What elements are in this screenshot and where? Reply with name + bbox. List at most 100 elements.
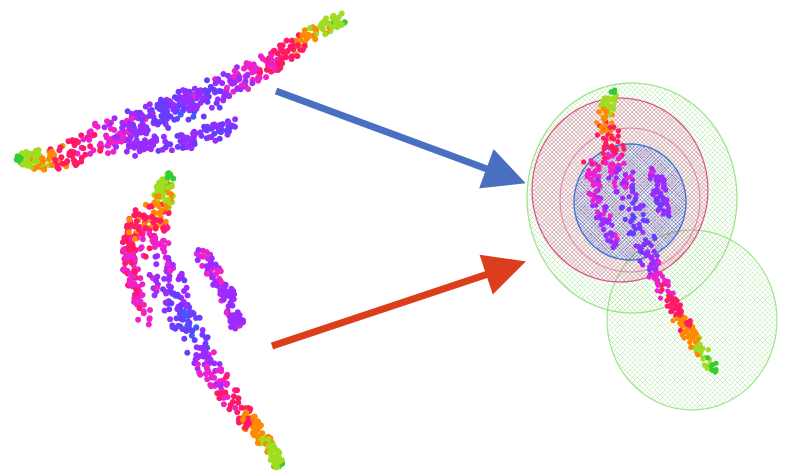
cloud-point <box>247 64 254 71</box>
cloud-point <box>665 205 672 211</box>
cloud-point <box>107 125 114 132</box>
cloud-point <box>80 136 87 143</box>
cloud-point <box>591 195 598 201</box>
cloud-point <box>193 352 200 358</box>
cloud-point <box>26 160 33 167</box>
cloud-point <box>249 80 256 87</box>
cloud-point <box>33 164 39 171</box>
cloud-point <box>169 322 176 329</box>
cloud-point <box>236 76 243 83</box>
cloud-point <box>626 206 632 212</box>
cloud-point <box>160 133 167 140</box>
cloud-point <box>196 369 203 376</box>
cloud-point <box>131 299 138 305</box>
cloud-point <box>101 124 108 131</box>
cloud-point <box>220 296 227 303</box>
cloud-point <box>670 318 676 324</box>
cloud-point <box>123 148 130 155</box>
cloud-point <box>594 132 601 138</box>
point-cloud-top-pose <box>13 10 348 173</box>
cloud-point <box>168 147 175 154</box>
cloud-point <box>232 404 239 411</box>
cloud-point <box>64 158 71 165</box>
cloud-point <box>643 240 649 246</box>
cloud-point <box>121 265 128 272</box>
cloud-point <box>91 131 98 138</box>
cloud-point <box>695 336 701 342</box>
cloud-point <box>283 37 290 44</box>
cloud-point <box>622 216 628 222</box>
cloud-point <box>329 24 336 31</box>
cloud-point <box>224 84 230 91</box>
cloud-point <box>304 35 311 42</box>
cloud-point <box>245 86 252 92</box>
cloud-point <box>136 305 143 312</box>
cloud-point <box>623 176 629 182</box>
cloud-point <box>39 155 46 162</box>
cloud-point <box>182 138 189 145</box>
cloud-point <box>674 298 680 304</box>
cloud-point <box>58 154 65 161</box>
cloud-point <box>162 299 169 306</box>
cloud-point <box>191 85 198 92</box>
cloud-point <box>232 116 239 123</box>
cloud-point <box>654 182 660 188</box>
cloud-point <box>283 54 289 61</box>
cloud-point <box>681 316 687 322</box>
cloud-point <box>174 133 181 139</box>
cloud-point <box>210 349 217 356</box>
cloud-point <box>697 346 703 352</box>
cloud-point <box>132 207 139 214</box>
cloud-point <box>41 166 48 173</box>
cloud-point <box>613 175 620 181</box>
cloud-point <box>129 115 136 122</box>
cloud-point <box>49 162 55 169</box>
cloud-point <box>659 287 665 293</box>
cloud-point <box>223 309 230 316</box>
cloud-point <box>630 186 636 192</box>
cloud-point <box>626 194 632 200</box>
cloud-point <box>644 218 650 224</box>
cloud-point <box>166 306 173 313</box>
cloud-point <box>205 354 212 361</box>
cloud-point <box>695 352 701 358</box>
cloud-point <box>584 174 590 180</box>
cloud-point <box>257 69 264 75</box>
cloud-point <box>663 278 669 284</box>
cloud-point <box>611 179 617 185</box>
cloud-point <box>119 136 126 143</box>
cloud-point <box>110 148 117 155</box>
cloud-point <box>119 119 126 126</box>
cloud-point <box>177 304 184 311</box>
cloud-point <box>581 159 587 165</box>
cloud-point <box>229 302 236 309</box>
cloud-point <box>225 120 232 127</box>
cloud-point <box>677 320 683 326</box>
cloud-point <box>279 60 286 67</box>
cloud-point <box>167 316 174 323</box>
cloud-point <box>165 240 172 247</box>
cloud-point <box>147 307 153 313</box>
cloud-point <box>648 169 654 175</box>
cloud-point <box>611 243 617 249</box>
cloud-point <box>137 275 144 282</box>
cloud-point <box>151 244 158 250</box>
cloud-point <box>133 129 140 136</box>
cloud-point <box>637 206 643 212</box>
cloud-point <box>299 47 306 53</box>
cloud-point <box>615 133 621 139</box>
cloud-point <box>649 256 655 262</box>
cloud-point <box>131 256 138 263</box>
cloud-point <box>263 74 270 81</box>
cloud-point <box>134 114 141 121</box>
cloud-point <box>670 298 676 304</box>
cloud-point <box>288 56 295 62</box>
cloud-point <box>19 161 26 168</box>
cloud-point <box>173 315 180 322</box>
cloud-point <box>219 121 226 128</box>
cloud-point <box>161 275 168 282</box>
cloud-point <box>638 246 644 252</box>
cloud-point <box>637 225 643 231</box>
cloud-point <box>153 261 160 268</box>
